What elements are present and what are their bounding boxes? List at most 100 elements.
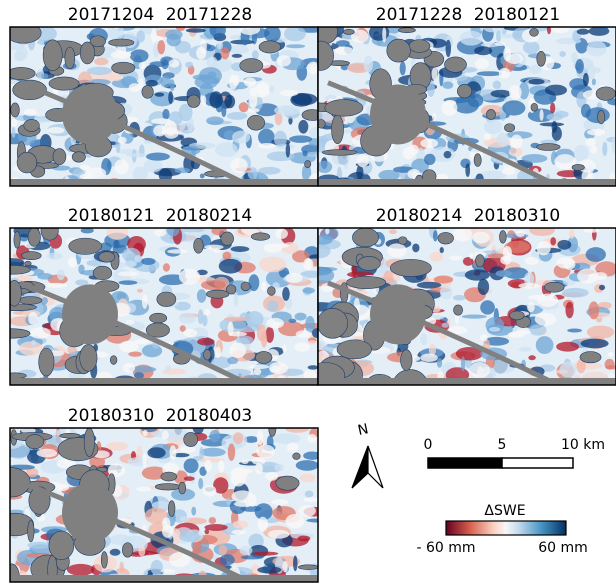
masked-area bbox=[255, 351, 272, 363]
map-patch bbox=[489, 327, 501, 332]
map-patch bbox=[57, 269, 65, 280]
map-patch bbox=[268, 530, 290, 539]
map bbox=[0, 220, 326, 392]
map-patch bbox=[136, 30, 145, 42]
scale-bar: 0 5 10 km bbox=[424, 437, 605, 468]
map-patch bbox=[197, 289, 207, 303]
map-patch bbox=[432, 68, 438, 81]
colorbar-ramp bbox=[446, 521, 566, 535]
map-patch bbox=[163, 263, 170, 271]
map-patch bbox=[336, 40, 350, 47]
map-patch bbox=[444, 151, 452, 158]
map-patch bbox=[166, 365, 171, 371]
map-patch bbox=[267, 151, 295, 161]
map-patch bbox=[528, 295, 547, 300]
map-patch bbox=[241, 460, 248, 464]
map-patch bbox=[282, 344, 286, 352]
map-patch bbox=[417, 282, 442, 289]
map-patch bbox=[289, 135, 312, 143]
map-patch bbox=[215, 347, 221, 359]
map-patch bbox=[249, 274, 260, 291]
map-patch bbox=[16, 46, 28, 60]
map-patch bbox=[227, 357, 238, 364]
map-patch bbox=[294, 342, 310, 351]
map-patch bbox=[271, 366, 282, 373]
map-patch bbox=[191, 507, 196, 516]
map-patch bbox=[575, 59, 584, 74]
map-patch bbox=[519, 347, 532, 352]
map-patch bbox=[264, 243, 282, 252]
masked-area bbox=[247, 115, 264, 130]
map bbox=[300, 19, 616, 191]
map-patch bbox=[147, 447, 165, 458]
colorbar: ΔSWE - 60 mm 60 mm bbox=[416, 503, 587, 556]
masked-area bbox=[28, 228, 40, 246]
map-patch bbox=[252, 552, 278, 556]
map-patch bbox=[554, 111, 568, 118]
map-patch bbox=[209, 91, 222, 108]
map-patch bbox=[180, 446, 196, 453]
masked-area bbox=[69, 238, 102, 254]
map-patch bbox=[175, 168, 190, 174]
map-patch bbox=[141, 258, 155, 265]
map-patch bbox=[516, 230, 525, 237]
map-patch bbox=[228, 322, 234, 336]
map-patch bbox=[27, 542, 51, 549]
map-patch bbox=[449, 255, 462, 260]
map-patch bbox=[258, 143, 276, 149]
masked-area bbox=[24, 119, 40, 131]
masked-area bbox=[537, 51, 546, 66]
map-patch bbox=[41, 73, 48, 79]
map-patch bbox=[217, 41, 223, 49]
map-patch bbox=[273, 433, 301, 444]
map-patch bbox=[30, 327, 51, 339]
map-patch bbox=[317, 161, 332, 173]
map-patch bbox=[241, 555, 264, 559]
masked-area bbox=[241, 282, 250, 291]
map-patch bbox=[602, 142, 607, 156]
map-patch bbox=[280, 90, 299, 97]
masked-area bbox=[101, 552, 107, 569]
map-patch bbox=[232, 520, 248, 528]
map-patch bbox=[298, 120, 308, 134]
map-patch bbox=[169, 445, 176, 460]
map bbox=[1, 21, 328, 193]
map-patch bbox=[569, 229, 575, 239]
masked-area bbox=[80, 42, 94, 64]
map-patch bbox=[245, 311, 263, 327]
map-patch bbox=[24, 109, 37, 117]
map-patch bbox=[559, 51, 566, 57]
map-patch bbox=[142, 344, 162, 357]
panel-title: 20180121 20180214 bbox=[68, 206, 252, 226]
masked-area bbox=[267, 287, 275, 296]
map-patch bbox=[204, 245, 223, 250]
map-patch bbox=[285, 514, 304, 529]
masked-area bbox=[22, 252, 42, 260]
map-patch bbox=[562, 288, 589, 298]
masked-area bbox=[454, 305, 463, 315]
map-patch bbox=[19, 341, 43, 355]
masked-area bbox=[179, 482, 186, 494]
map-patch bbox=[128, 352, 142, 357]
map-patch bbox=[146, 153, 170, 161]
map-patch bbox=[484, 24, 499, 33]
map-patch bbox=[528, 79, 544, 85]
map-patch bbox=[540, 109, 544, 121]
map-patch bbox=[254, 368, 262, 375]
masked-area bbox=[168, 501, 175, 517]
map-patch bbox=[477, 71, 502, 76]
masked-area bbox=[65, 47, 75, 69]
map-patch bbox=[461, 356, 465, 371]
map-patch bbox=[46, 283, 67, 288]
map-patch bbox=[179, 269, 200, 285]
map-patch bbox=[198, 478, 203, 489]
scale-segment bbox=[502, 458, 573, 468]
map-patch bbox=[459, 31, 482, 46]
map-patch bbox=[480, 300, 495, 314]
map-patch bbox=[592, 78, 596, 85]
masked-area bbox=[43, 40, 62, 71]
map-patch bbox=[496, 270, 512, 277]
map-patch bbox=[550, 237, 556, 245]
masked-strip bbox=[318, 378, 616, 385]
map-patch bbox=[299, 474, 315, 483]
